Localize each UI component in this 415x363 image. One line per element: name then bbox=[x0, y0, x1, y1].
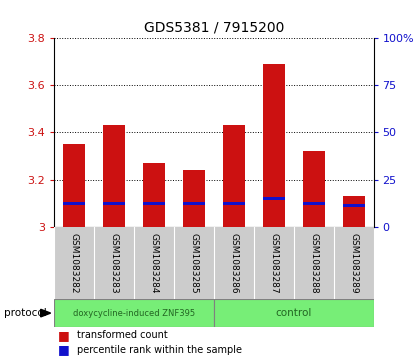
Text: ■: ■ bbox=[58, 343, 70, 356]
Text: doxycycline-induced ZNF395: doxycycline-induced ZNF395 bbox=[73, 309, 195, 318]
Bar bbox=[263, 64, 285, 227]
Text: GSM1083286: GSM1083286 bbox=[229, 233, 238, 293]
Bar bbox=[263, 197, 285, 200]
Text: protocol: protocol bbox=[4, 308, 47, 318]
Text: GSM1083282: GSM1083282 bbox=[69, 233, 78, 293]
Bar bbox=[143, 163, 165, 227]
Text: control: control bbox=[276, 308, 312, 318]
Bar bbox=[303, 151, 325, 227]
Bar bbox=[214, 299, 374, 327]
Text: GSM1083283: GSM1083283 bbox=[110, 233, 118, 293]
Bar bbox=[103, 202, 125, 205]
Text: percentile rank within the sample: percentile rank within the sample bbox=[77, 345, 242, 355]
Bar bbox=[223, 202, 245, 205]
Text: transformed count: transformed count bbox=[77, 330, 168, 340]
Bar bbox=[183, 202, 205, 205]
Bar bbox=[223, 126, 245, 227]
Polygon shape bbox=[41, 309, 51, 317]
Bar bbox=[54, 299, 214, 327]
Bar bbox=[183, 170, 205, 227]
Bar bbox=[342, 196, 364, 227]
Bar bbox=[342, 204, 364, 207]
Text: ■: ■ bbox=[58, 329, 70, 342]
Bar bbox=[63, 144, 85, 227]
Bar bbox=[63, 202, 85, 205]
Text: GSM1083287: GSM1083287 bbox=[269, 233, 278, 293]
Bar bbox=[303, 202, 325, 205]
Text: GSM1083288: GSM1083288 bbox=[309, 233, 318, 293]
Text: GSM1083284: GSM1083284 bbox=[149, 233, 158, 293]
Bar bbox=[143, 202, 165, 205]
Bar bbox=[103, 126, 125, 227]
Text: GSM1083285: GSM1083285 bbox=[189, 233, 198, 293]
Text: GSM1083289: GSM1083289 bbox=[349, 233, 358, 293]
Title: GDS5381 / 7915200: GDS5381 / 7915200 bbox=[144, 20, 284, 34]
